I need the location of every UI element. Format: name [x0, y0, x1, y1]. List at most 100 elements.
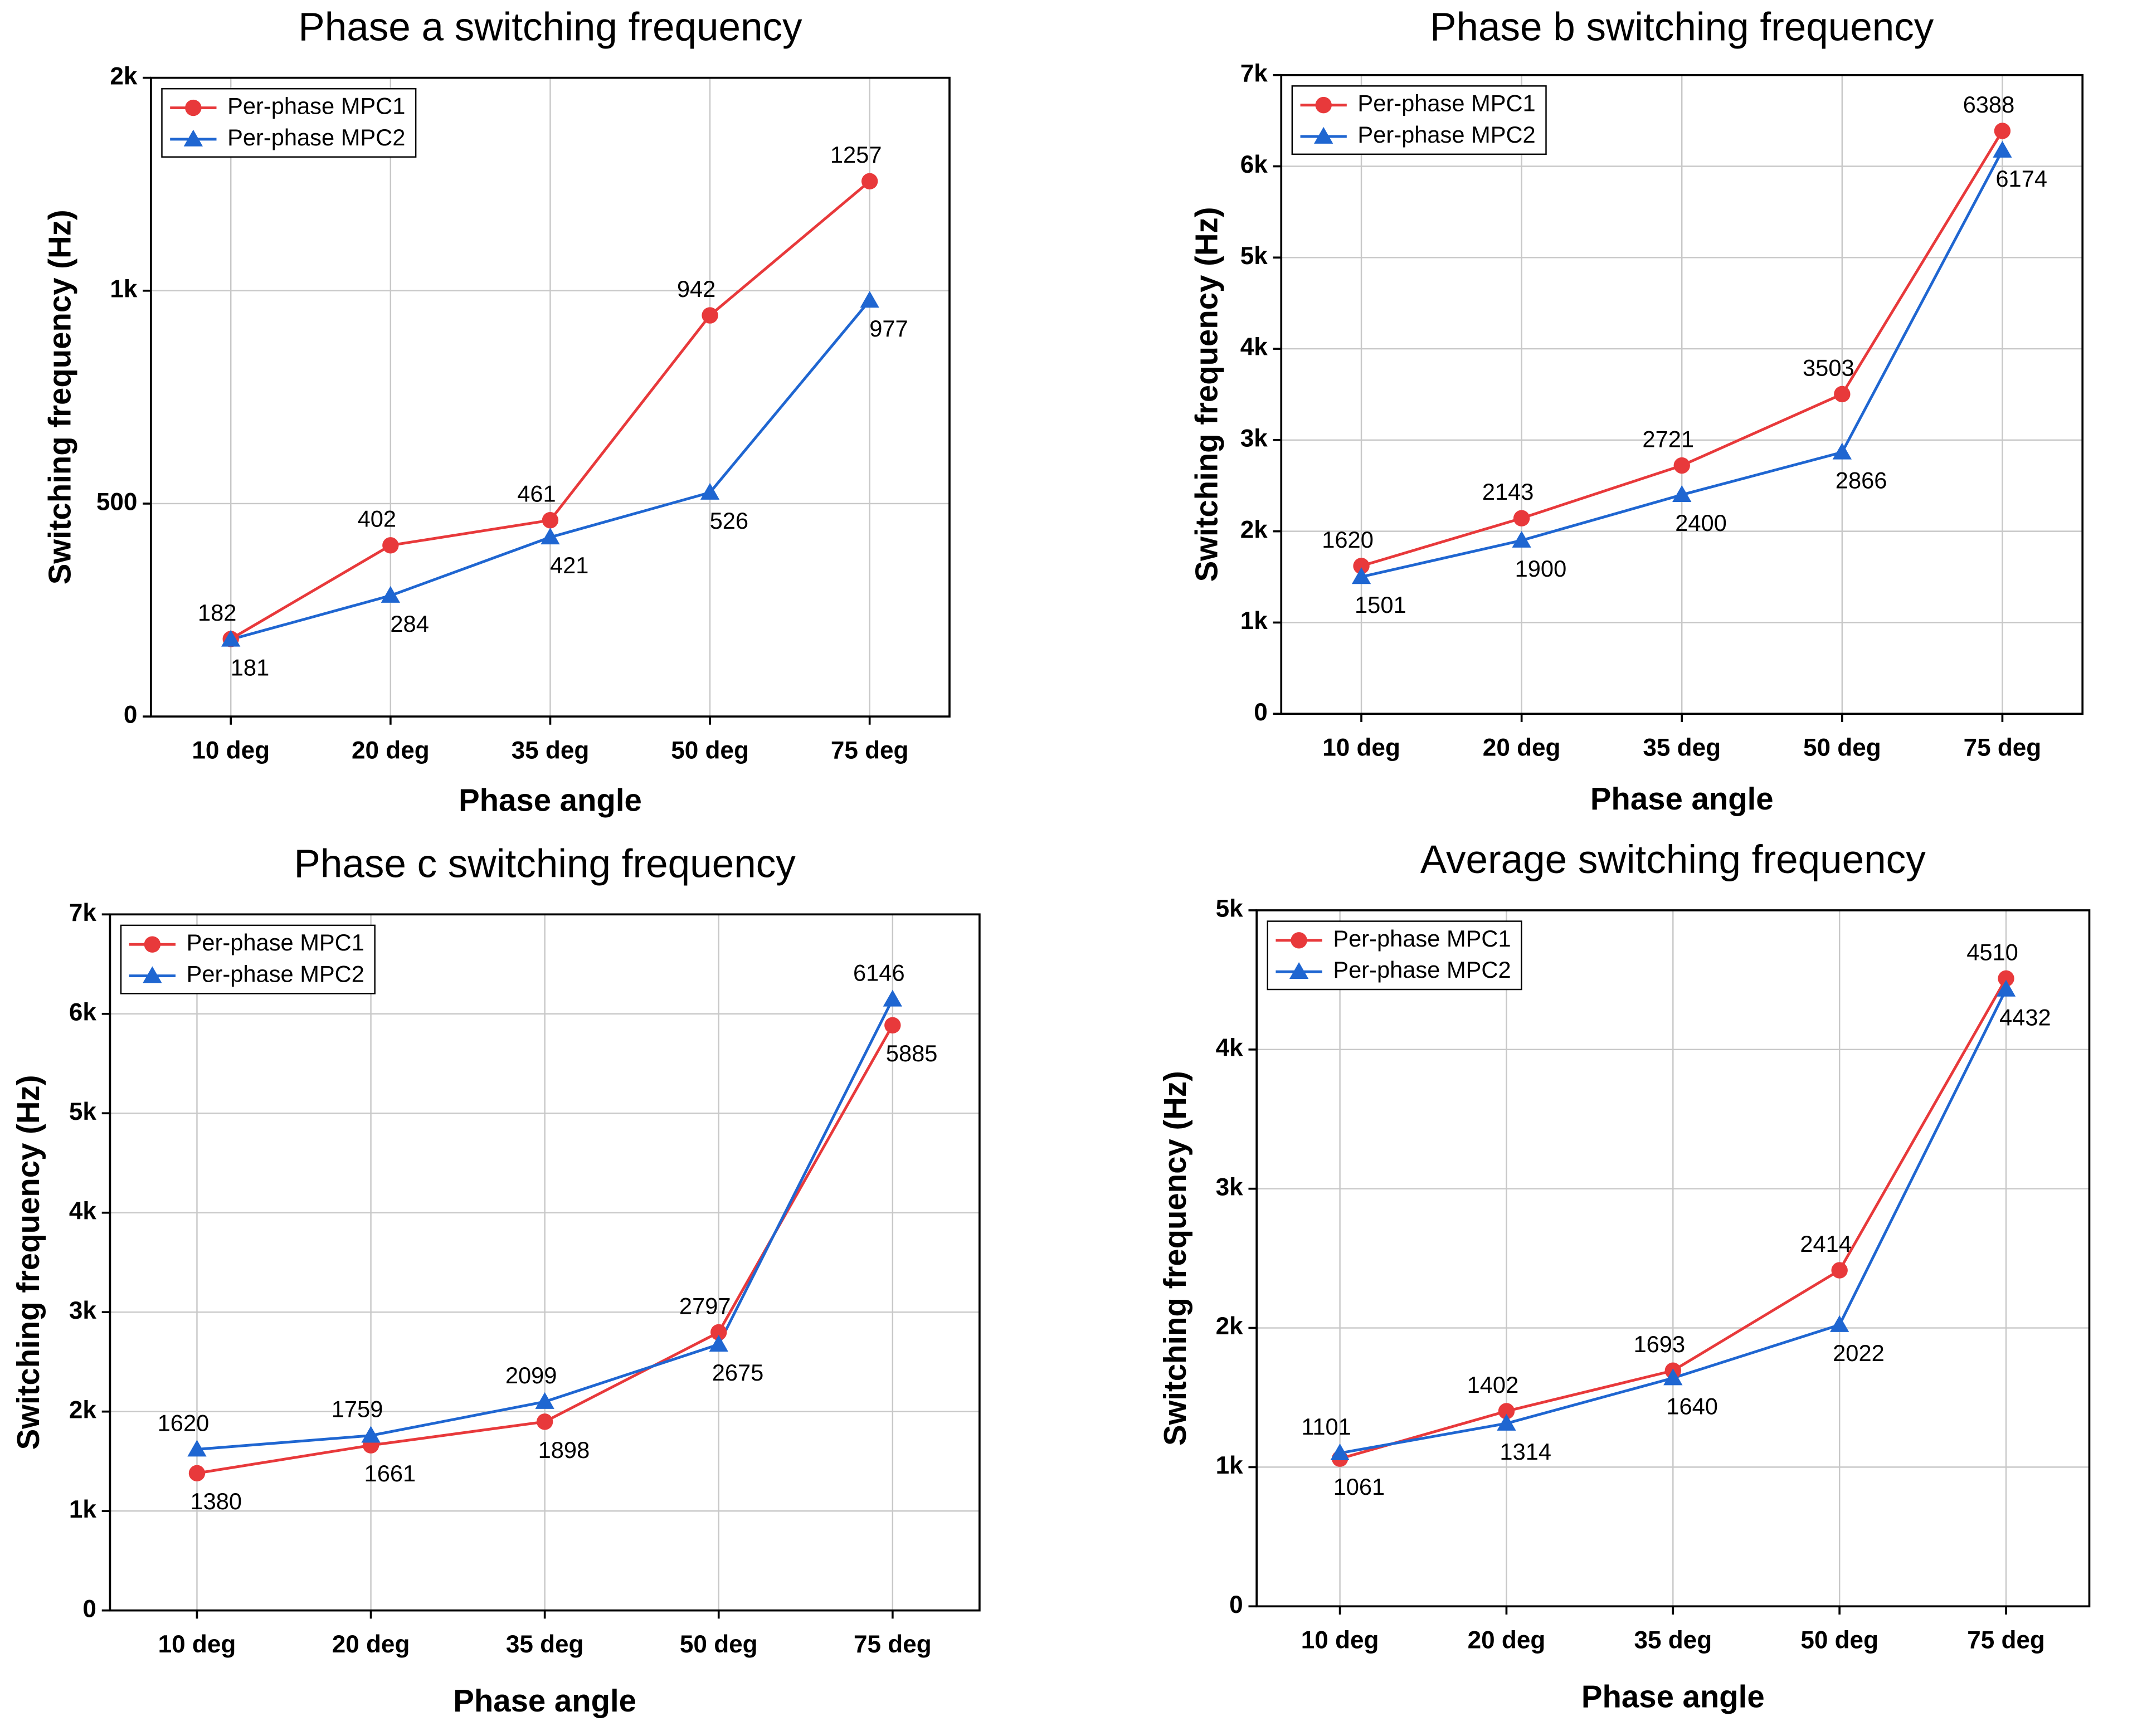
y-axis-label: Switching frequency (Hz)	[1189, 207, 1224, 582]
y-tick-label: 6k	[69, 998, 97, 1026]
data-label: 1898	[538, 1437, 590, 1463]
legend-label: Per-phase MPC2	[227, 124, 405, 150]
x-tick-label: 10 deg	[192, 737, 270, 764]
data-label: 421	[550, 552, 588, 578]
data-label: 2099	[505, 1362, 557, 1388]
data-label: 5885	[886, 1040, 938, 1066]
point	[883, 989, 902, 1007]
x-tick-label: 20 deg	[352, 737, 430, 764]
y-tick-label: 3k	[1240, 425, 1268, 452]
legend-box	[1267, 920, 1522, 991]
point	[884, 1017, 901, 1033]
point	[1330, 1444, 1350, 1461]
point	[1513, 510, 1530, 526]
point	[1834, 386, 1851, 403]
point	[1830, 1315, 1849, 1332]
data-label: 1640	[1666, 1393, 1718, 1419]
x-tick-label: 75 deg	[854, 1631, 932, 1658]
data-label: 2022	[1833, 1340, 1885, 1366]
point	[1663, 1368, 1683, 1386]
data-label: 1101	[1301, 1413, 1351, 1440]
panel: Phase a switching frequency 0 500 1k 2k 10 de…	[42, 6, 951, 817]
y-tick-label: 5k	[1216, 895, 1244, 923]
point	[700, 482, 720, 500]
y-tick-label: 1k	[110, 275, 138, 303]
x-tick-label: 75 deg	[831, 737, 909, 764]
point	[382, 537, 399, 554]
data-label: 1759	[332, 1396, 383, 1422]
data-label: 461	[517, 481, 556, 507]
point	[1351, 567, 1371, 584]
x-tick-label: 35 deg	[1634, 1627, 1712, 1654]
data-label: 1900	[1515, 555, 1567, 582]
data-label: 1061	[1333, 1474, 1385, 1500]
y-tick-label: 0	[124, 701, 138, 729]
point	[1512, 530, 1531, 548]
chart-title: Average switching frequency	[1420, 838, 1926, 882]
legend-box	[120, 924, 376, 994]
point	[361, 1426, 381, 1443]
legend-label: Per-phase MPC1	[187, 929, 364, 955]
point	[1831, 1262, 1848, 1279]
x-tick-label: 75 deg	[1967, 1627, 2045, 1654]
y-tick-label: 2k	[1216, 1313, 1244, 1340]
y-tick-label: 5k	[1240, 242, 1268, 270]
y-tick-label: 500	[96, 489, 138, 516]
data-label: 942	[677, 276, 715, 302]
point	[1998, 970, 2014, 987]
point	[188, 1465, 206, 1482]
data-label: 2414	[1800, 1231, 1852, 1257]
y-tick-label: 5k	[69, 1098, 97, 1125]
point	[183, 129, 203, 147]
point	[1291, 932, 1307, 949]
x-tick-label: 50 deg	[1800, 1627, 1878, 1654]
data-label: 1257	[830, 142, 882, 168]
legend-label: Per-phase MPC1	[227, 93, 405, 119]
y-tick-label: 7k	[69, 899, 97, 926]
data-label: 526	[710, 508, 748, 534]
plot-frame	[109, 913, 981, 1612]
data-label: 1314	[1500, 1438, 1551, 1465]
data-label: 284	[390, 611, 429, 637]
point	[1993, 140, 2012, 158]
data-label: 4510	[1966, 939, 2018, 965]
data-label: 977	[869, 315, 908, 342]
point	[535, 1392, 554, 1409]
data-label: 1380	[190, 1488, 242, 1514]
point	[861, 173, 878, 190]
point	[143, 966, 162, 983]
point	[1672, 485, 1692, 502]
legend-label: Per-phase MPC1	[1357, 90, 1535, 116]
y-tick-label: 4k	[1240, 334, 1268, 361]
x-tick-label: 35 deg	[1643, 734, 1721, 762]
data-label: 3503	[1803, 354, 1854, 381]
x-tick-label: 50 deg	[1803, 734, 1881, 762]
x-tick-label: 20 deg	[1468, 1627, 1546, 1654]
point	[185, 99, 202, 116]
legend-label: Per-phase MPC2	[187, 961, 364, 987]
y-axis-label: Switching frequency (Hz)	[1157, 1071, 1192, 1446]
x-tick-label: 20 deg	[1483, 734, 1561, 762]
x-axis-label: Phase angle	[459, 782, 642, 817]
point	[1289, 962, 1309, 979]
point	[1996, 979, 2016, 997]
data-label: 1501	[1355, 592, 1406, 618]
y-tick-label: 7k	[1240, 60, 1268, 87]
data-label: 2143	[1482, 479, 1534, 505]
point	[709, 1335, 728, 1352]
y-tick-label: 1k	[69, 1496, 97, 1523]
chart-title: Phase c switching frequency	[294, 842, 796, 886]
x-tick-label: 10 deg	[158, 1631, 236, 1658]
point	[860, 291, 879, 308]
data-label: 181	[231, 655, 269, 681]
y-tick-label: 1k	[1240, 607, 1268, 635]
legend-box	[1291, 85, 1547, 155]
point	[1315, 96, 1332, 114]
y-tick-label: 4k	[69, 1197, 97, 1225]
data-label: 6146	[853, 960, 905, 986]
y-tick-label: 2k	[110, 62, 138, 90]
point	[1353, 558, 1370, 574]
data-label: 2866	[1836, 467, 1887, 494]
